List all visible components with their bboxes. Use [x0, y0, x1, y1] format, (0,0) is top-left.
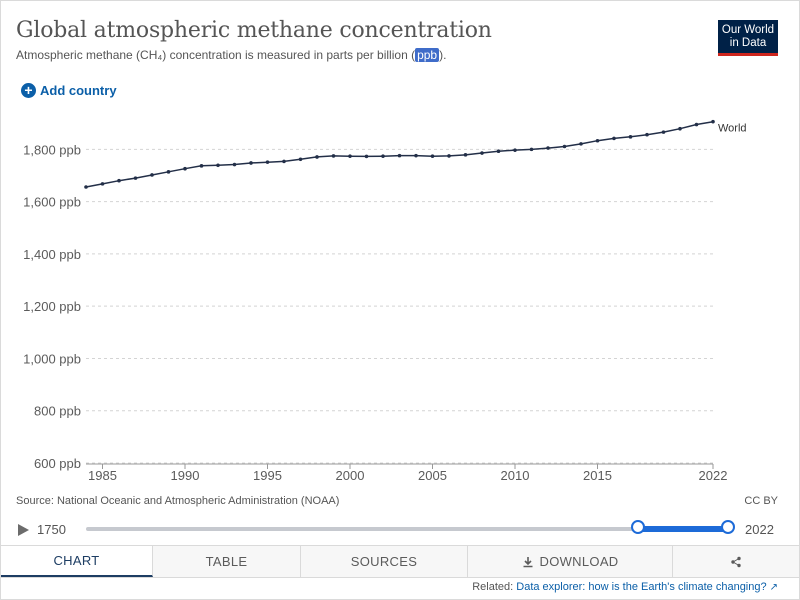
data-point — [463, 153, 468, 157]
chart-title: Global atmospheric methane concentration — [16, 18, 492, 43]
tab-sources[interactable]: SOURCES — [301, 546, 468, 577]
data-point — [199, 164, 204, 168]
subtitle-text: Atmospheric methane (CH₄) concentration … — [16, 48, 416, 62]
tab-table[interactable]: TABLE — [153, 546, 301, 577]
x-tick-label: 1995 — [253, 468, 282, 483]
data-point — [430, 154, 435, 158]
data-point — [546, 146, 550, 150]
data-point — [133, 176, 138, 180]
data-point — [628, 135, 633, 139]
subtitle-end: ). — [439, 48, 447, 62]
download-icon — [523, 556, 533, 567]
related-links: Related: Data explorer: how is the Earth… — [472, 581, 778, 593]
logo-line-1: Our World — [721, 24, 775, 36]
data-point — [661, 130, 666, 134]
source-note[interactable]: Source: National Oceanic and Atmospheric… — [16, 495, 340, 507]
timeline: 1750 2022 — [0, 515, 800, 543]
data-point — [397, 153, 402, 158]
x-tick-label: 2000 — [336, 468, 365, 483]
x-tick-label: 2015 — [583, 468, 612, 483]
data-point — [216, 163, 220, 168]
data-point — [612, 136, 616, 141]
data-point — [694, 122, 699, 127]
data-point — [381, 154, 385, 158]
data-point — [282, 159, 286, 164]
external-link-icon: ↗ — [769, 582, 778, 593]
share-icon — [731, 556, 741, 567]
data-point — [529, 147, 534, 152]
x-tick-label: 1990 — [171, 468, 200, 483]
chart-subtitle: Atmospheric methane (CH₄) concentration … — [16, 48, 446, 62]
data-point — [513, 148, 517, 152]
play-icon[interactable] — [18, 524, 29, 536]
data-point — [447, 154, 451, 158]
tab-bar: CHART TABLE SOURCES DOWNLOAD — [1, 545, 799, 578]
y-tick-label: 1,000 ppb — [23, 351, 81, 366]
data-point — [117, 178, 121, 183]
x-tick-label: 2010 — [501, 468, 530, 483]
timeline-track[interactable] — [86, 527, 728, 531]
data-point — [496, 149, 501, 153]
x-tick-label: 2005 — [418, 468, 447, 483]
y-tick-label: 1,200 ppb — [23, 299, 81, 314]
data-point — [232, 162, 237, 167]
related-prefix: Related: — [472, 581, 514, 593]
y-tick-label: 600 ppb — [34, 456, 81, 471]
data-point — [711, 119, 715, 124]
data-point — [480, 151, 484, 155]
x-tick-label: 2022 — [699, 468, 728, 483]
download-label: DOWNLOAD — [539, 554, 619, 569]
data-point — [166, 170, 171, 174]
y-tick-label: 1,600 ppb — [23, 195, 81, 210]
data-point — [348, 154, 352, 158]
data-point — [364, 154, 369, 159]
data-point — [249, 161, 253, 165]
data-point — [595, 138, 600, 143]
data-point — [645, 132, 649, 137]
unit-highlight[interactable]: ppb — [415, 48, 440, 62]
data-point — [265, 160, 270, 164]
data-point — [331, 154, 336, 158]
data-point — [562, 144, 567, 149]
owid-logo[interactable]: Our World in Data — [718, 20, 778, 56]
y-tick-label: 1,800 ppb — [23, 142, 81, 157]
y-tick-label: 800 ppb — [34, 404, 81, 419]
license-label[interactable]: CC BY — [744, 495, 778, 507]
tab-chart[interactable]: CHART — [1, 546, 153, 577]
data-point — [678, 126, 682, 131]
data-point — [315, 155, 319, 159]
logo-accent-bar — [718, 53, 778, 56]
timeline-end-handle[interactable] — [721, 520, 735, 534]
x-tick-label: 1985 — [88, 468, 117, 483]
timeline-selection — [638, 526, 728, 532]
data-point — [579, 142, 583, 146]
data-point — [183, 166, 187, 171]
timeline-start-label: 1750 — [37, 522, 66, 537]
share-button[interactable] — [673, 546, 799, 577]
series-label-world: World — [718, 123, 747, 135]
timeline-start-handle[interactable] — [631, 520, 646, 534]
data-point — [100, 182, 105, 186]
add-country-label: Add country — [40, 83, 117, 98]
plus-circle-icon: + — [21, 83, 36, 98]
data-point — [150, 173, 154, 177]
add-country-button[interactable]: + Add country — [21, 83, 117, 98]
data-point — [414, 153, 418, 158]
logo-line-2: in Data — [729, 37, 767, 49]
line-chart: 600 ppb 800 ppb 1,000 ppb 1,200 ppb 1,400 pp… — [23, 119, 747, 483]
related-link[interactable]: Data explorer: how is the Earth's climat… — [516, 581, 767, 593]
tab-download[interactable]: DOWNLOAD — [468, 546, 673, 577]
timeline-end-label: 2022 — [745, 522, 774, 537]
y-tick-label: 1,400 ppb — [23, 247, 81, 262]
data-point — [298, 157, 303, 162]
data-point — [84, 185, 88, 189]
